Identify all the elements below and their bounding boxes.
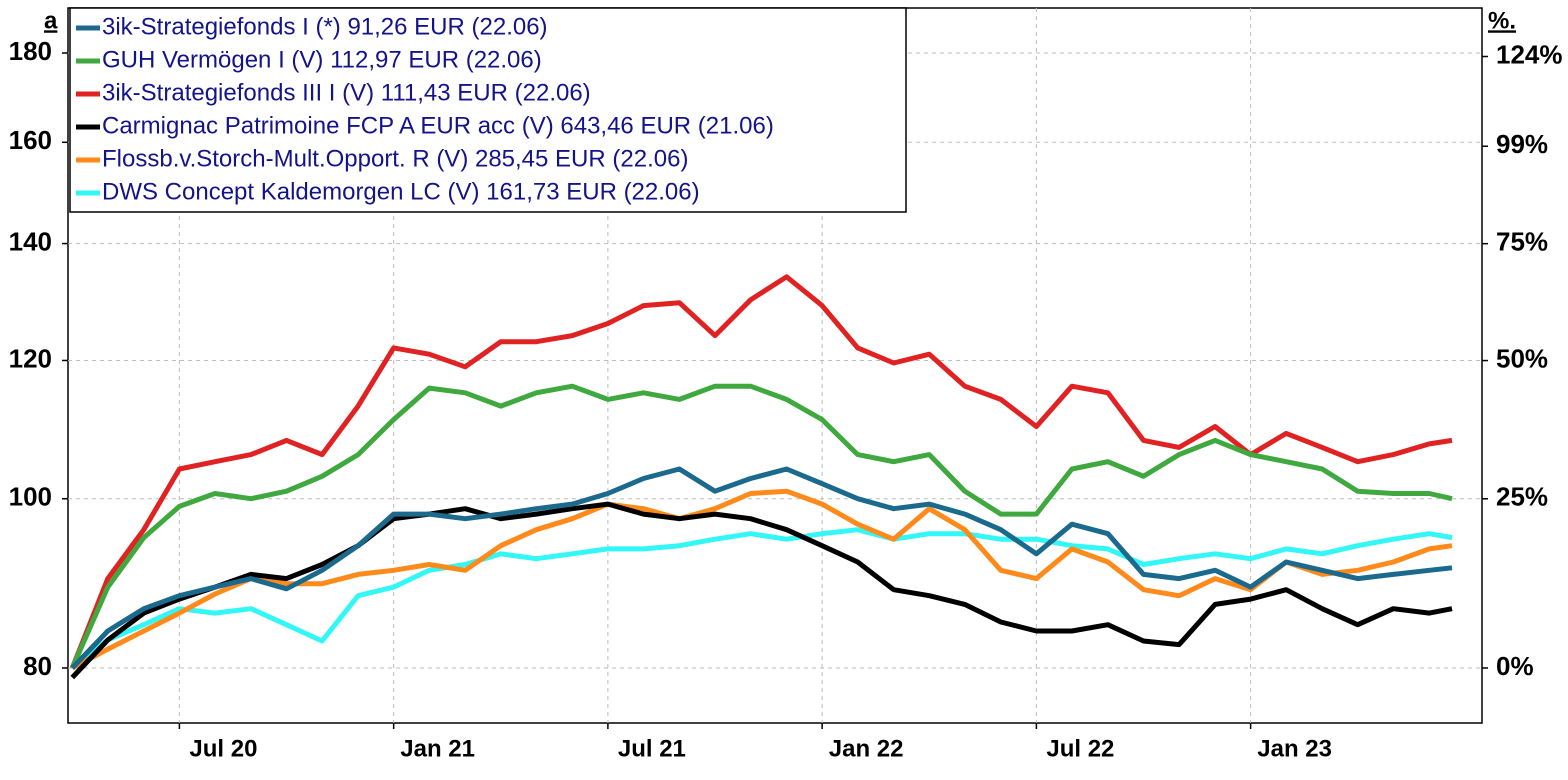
y-tick-label: 100 (9, 482, 52, 512)
y-tick-label: 160 (9, 125, 52, 155)
y2-tick-label: 75% (1496, 227, 1548, 257)
series-line (69, 274, 1453, 669)
x-tick-label: Jan 22 (829, 735, 904, 762)
x-tick-label: Jul 21 (618, 735, 686, 762)
legend-box (69, 7, 907, 213)
legend-label: 3ik-Strategiefonds III I (V) 111,43 EUR … (102, 79, 591, 106)
legend-label: Flossb.v.Storch-Mult.Opport. R (V) 285,4… (102, 145, 688, 172)
legend: 3ik-Strategiefonds I (*) 91,26 EUR (22.0… (69, 7, 907, 213)
series-line (71, 488, 1453, 671)
y-tick-label: 140 (9, 226, 52, 256)
x-tick-label: Jul 22 (1046, 735, 1114, 762)
grid: 80 100 120 140 160 180 0% 25% 50% 75% 99% 124% Jul 2… (9, 8, 1563, 762)
y-tick-label: 120 (9, 343, 52, 373)
corner-label: %. (1488, 7, 1516, 34)
series-line (70, 501, 1453, 680)
x-tick-label: Jan 23 (1257, 735, 1332, 762)
series-line (70, 466, 1453, 670)
lines (69, 274, 1453, 680)
x-tick-label: Jul 20 (189, 735, 257, 762)
series-line (70, 383, 1453, 670)
y-tick-label: 180 (9, 36, 52, 66)
y2-tick-label: 124% (1496, 39, 1563, 69)
corner-label: a (44, 7, 58, 34)
legend-label: Carmignac Patrimoine FCP A EUR acc (V) 6… (102, 112, 774, 139)
y2-tick-label: 99% (1496, 129, 1548, 159)
y2-tick-label: 50% (1496, 343, 1548, 373)
legend-label: 3ik-Strategiefonds I (*) 91,26 EUR (22.0… (102, 13, 548, 40)
legend-label: GUH Vermögen I (V) 112,97 EUR (22.06) (102, 46, 542, 73)
legend-label: DWS Concept Kaldemorgen LC (V) 161,73 EU… (102, 178, 700, 205)
y2-tick-label: 0% (1496, 651, 1534, 681)
x-tick-label: Jan 21 (400, 735, 475, 762)
y-tick-label: 80 (23, 651, 52, 681)
y2-tick-label: 25% (1496, 482, 1548, 512)
series-line (70, 527, 1453, 670)
